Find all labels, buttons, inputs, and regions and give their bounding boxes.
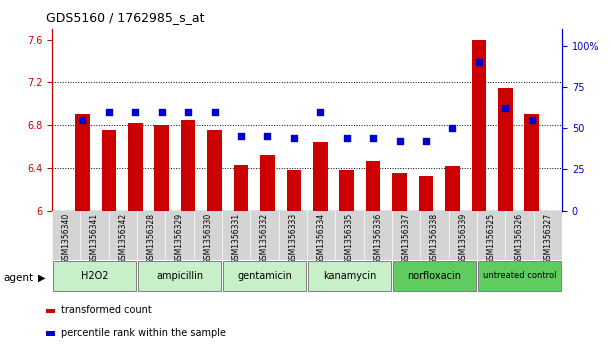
Bar bbox=[472, 40, 486, 211]
Bar bbox=[155, 125, 169, 211]
Text: GSM1356334: GSM1356334 bbox=[316, 213, 326, 264]
Bar bbox=[52, 211, 562, 260]
Text: GSM1356342: GSM1356342 bbox=[119, 213, 127, 264]
Text: GSM1356335: GSM1356335 bbox=[345, 213, 354, 264]
Text: GSM1356330: GSM1356330 bbox=[203, 213, 213, 264]
Point bbox=[130, 109, 140, 114]
Bar bbox=[53, 261, 136, 290]
Point bbox=[157, 109, 167, 114]
Text: GSM1356338: GSM1356338 bbox=[430, 213, 439, 264]
Point bbox=[447, 125, 457, 131]
Point bbox=[236, 133, 246, 139]
Text: GSM1356341: GSM1356341 bbox=[90, 213, 99, 264]
Bar bbox=[339, 170, 354, 211]
Text: percentile rank within the sample: percentile rank within the sample bbox=[61, 328, 226, 338]
Text: GSM1356327: GSM1356327 bbox=[543, 213, 552, 264]
Bar bbox=[478, 261, 562, 290]
Text: GSM1356328: GSM1356328 bbox=[147, 213, 156, 264]
Text: GDS5160 / 1762985_s_at: GDS5160 / 1762985_s_at bbox=[46, 11, 204, 24]
Point bbox=[342, 135, 351, 141]
Text: GSM1356337: GSM1356337 bbox=[401, 213, 411, 264]
Point bbox=[368, 135, 378, 141]
Text: transformed count: transformed count bbox=[61, 305, 152, 315]
Bar bbox=[233, 165, 248, 211]
Text: agent: agent bbox=[3, 273, 33, 283]
Bar bbox=[287, 170, 301, 211]
Bar bbox=[498, 88, 513, 211]
Text: GSM1356331: GSM1356331 bbox=[232, 213, 241, 264]
Text: GSM1356336: GSM1356336 bbox=[373, 213, 382, 264]
Text: kanamycin: kanamycin bbox=[323, 271, 376, 281]
Point bbox=[104, 109, 114, 114]
Text: norfloxacin: norfloxacin bbox=[408, 271, 461, 281]
Point bbox=[421, 138, 431, 144]
Point bbox=[289, 135, 299, 141]
Text: GSM1356326: GSM1356326 bbox=[515, 213, 524, 264]
Text: GSM1356333: GSM1356333 bbox=[288, 213, 298, 264]
Point bbox=[263, 133, 273, 139]
Bar bbox=[445, 166, 459, 211]
Bar bbox=[366, 162, 381, 211]
Bar bbox=[308, 261, 391, 290]
Bar bbox=[524, 114, 539, 211]
Text: ampicillin: ampicillin bbox=[156, 271, 203, 281]
Bar bbox=[128, 123, 142, 211]
Text: GSM1356325: GSM1356325 bbox=[487, 213, 496, 264]
Text: GSM1356332: GSM1356332 bbox=[260, 213, 269, 264]
Bar bbox=[207, 130, 222, 211]
Point bbox=[210, 109, 219, 114]
Bar bbox=[393, 261, 476, 290]
Point bbox=[500, 105, 510, 111]
Bar bbox=[223, 261, 306, 290]
Bar bbox=[75, 114, 90, 211]
Point bbox=[315, 109, 325, 114]
Bar bbox=[101, 130, 116, 211]
Text: gentamicin: gentamicin bbox=[237, 271, 292, 281]
Text: GSM1356339: GSM1356339 bbox=[458, 213, 467, 264]
Text: H2O2: H2O2 bbox=[81, 271, 108, 281]
Bar bbox=[260, 155, 275, 211]
Point bbox=[395, 138, 404, 144]
Bar bbox=[138, 261, 221, 290]
Text: GSM1356329: GSM1356329 bbox=[175, 213, 184, 264]
Bar bbox=[419, 176, 433, 211]
Text: GSM1356340: GSM1356340 bbox=[62, 213, 71, 264]
Bar bbox=[392, 173, 407, 211]
Bar bbox=[181, 120, 196, 211]
Point bbox=[527, 117, 536, 123]
Bar bbox=[313, 142, 327, 211]
Point bbox=[78, 117, 87, 123]
Point bbox=[183, 109, 193, 114]
Point bbox=[474, 59, 484, 65]
Text: untreated control: untreated control bbox=[483, 272, 557, 280]
Text: ▶: ▶ bbox=[38, 273, 45, 283]
